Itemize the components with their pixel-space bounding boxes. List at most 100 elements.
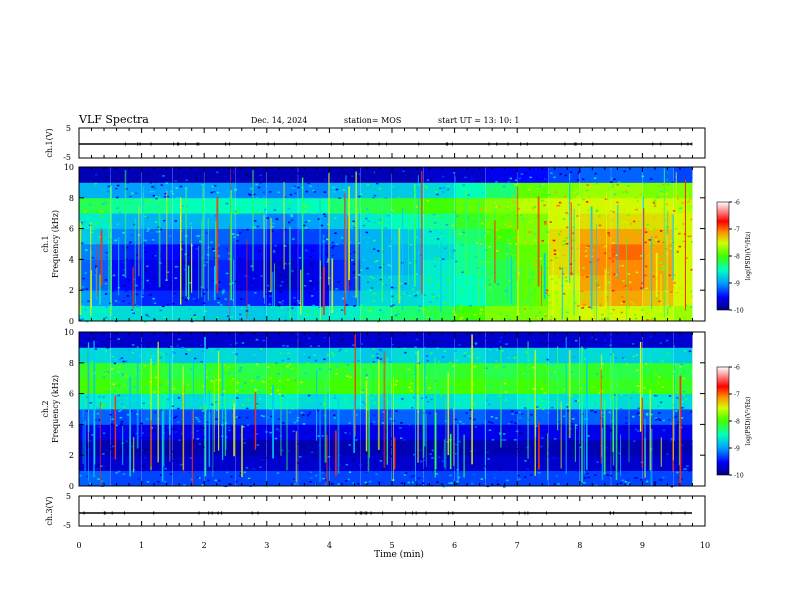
ch2-spectrogram-speckle [345,375,349,377]
ch1-spectrogram-speckle [476,247,480,249]
ch1-spectrogram-speckle [442,187,445,189]
ch2-spectrogram-cell [642,409,674,425]
ch2-spectrogram-sferic [557,346,559,431]
ch1-spectrogram-speckle [104,316,108,319]
ch1-spectrogram-speckle [84,272,87,274]
ch2-spectrogram-sferic [212,391,214,477]
ch1-spectrogram-speckle [181,205,184,207]
ch2-spectrogram-speckle [577,438,580,440]
ch2-spectrogram-speckle [349,376,352,379]
ch1-spectrogram-speckle [549,301,553,304]
ch2-spectrogram-cell [235,424,267,441]
ch1-spectrogram-speckle [485,210,488,213]
ch1-spectrogram-speckle [212,279,215,282]
ch1-spectrogram-speckle [393,287,397,289]
ch2-spectrogram-speckle [454,350,457,352]
ch2-spectrogram-speckle [242,438,245,441]
ch1-spectrogram-speckle [384,197,387,199]
start-time-label: start UT = 13: 10: 1 [438,116,519,125]
ch2-spectrogram-speckle [352,373,356,375]
ch1-spectrogram-speckle [491,174,494,176]
ch2-spectrogram-cell [423,378,455,394]
ch1-spectrogram-cell [642,167,674,183]
ch2-spectrogram-speckle [426,370,430,373]
ch2-spectrogram-speckle [649,361,652,363]
ch2-spectrogram-speckle [296,443,299,445]
ch2-spectrogram-speckle [463,355,466,357]
ch1-spectrogram-speckle [291,260,295,262]
ch1-spectrogram-speckle [609,312,612,315]
ch1-spectrogram-speckle [236,240,239,242]
ch2-spectrogram-speckle [486,451,489,454]
ch1-spectrogram-speckle [144,269,148,272]
ch2-spectrogram-sferic [600,369,602,464]
ch2-spectrogram-speckle [676,337,679,340]
ch1-spectrogram-speckle [550,259,554,262]
ch1-spectrogram-speckle [459,303,462,306]
ch2-spectrogram-cell [611,470,643,487]
ch1-spectrogram-speckle [671,285,674,288]
ch1-spectrogram-cell [204,259,236,276]
ch1-spectrogram-speckle [316,184,320,187]
ch1-spectrogram-speckle [151,186,154,188]
ch1-spectrogram-speckle [159,309,162,312]
ch2-spectrogram-speckle [394,383,397,386]
ch2-spectrogram-sferic [221,362,224,461]
ch2-spectrogram-speckle [345,479,348,482]
ch1-spectrogram-speckle [385,218,389,220]
ch2-spectrogram-speckle [322,476,326,479]
ch1-spectrogram-speckle [611,260,615,263]
ch1-spectrogram-speckle [613,273,616,276]
ch1-spectrogram-speckle [306,250,309,252]
ch2-spectrogram-speckle [87,484,91,487]
ch1-spectrogram-speckle [435,229,438,232]
ch2-spectrogram-speckle [233,345,236,348]
ch1-waveform-ylabel: ch.1(V) [45,128,54,157]
ch1-spectrogram-speckle [254,292,257,294]
ch2-spectrogram-speckle [148,430,151,432]
ch1-spectrogram-speckle [541,183,545,186]
ch1-spectrogram-speckle [423,176,427,179]
ch2-spectrogram-speckle [301,445,305,447]
ch2-spectrogram-speckle [174,431,178,433]
ch2-spectrogram-speckle [135,450,138,452]
ch1-spectrogram-speckle [470,319,473,321]
ch1-spectrogram-speckle [569,197,573,200]
ch1-spectrogram-speckle [489,287,492,289]
ch2-spectrogram-speckle [270,393,274,395]
ch2-spectrogram-speckle [101,341,105,343]
ch2-spectrogram-speckle [562,367,565,370]
ch2-spectrogram-cell [485,470,517,487]
ch2-spectrogram-speckle [342,338,345,340]
ch2-spectrogram-speckle [96,351,99,353]
ch2-spectrogram-speckle [685,378,688,380]
ch3-waveform-ytick-top: 5 [66,492,71,501]
ch1-spectrogram-speckle [467,255,470,257]
ch2-spectrogram-speckle [310,405,313,408]
ch1-spectrogram-speckle [151,255,155,257]
ch1-spectrogram-speckle [351,222,354,225]
ch2-spectrogram-speckle [515,356,519,359]
ch1-spectrogram-speckle [436,193,439,196]
ch1-spectrogram-cell [548,228,580,245]
ch1-spectrogram-speckle [373,248,376,250]
colorbar-tick-label: -6 [734,365,740,372]
ch2-spectrogram-speckle [408,423,411,426]
ch2-spectrogram-speckle [294,483,297,485]
ch1-spectrogram-speckle [85,249,88,251]
ch1-spectrogram-speckle [409,228,412,231]
ch2-spectrogram-speckle [432,340,435,343]
ch2-spectrogram-cell [485,439,517,456]
ch2-spectrogram-speckle [560,456,563,458]
ch1-spectrogram-speckle [620,311,623,314]
ch2-spectrogram-speckle [646,369,649,371]
ch2-spectrogram-speckle [530,385,533,388]
ch2-spectrogram-speckle [601,363,604,366]
ch2-spectrogram-speckle [535,425,538,427]
ch1-spectrogram-sferic [264,208,265,304]
ch1-spectrogram-speckle [476,180,480,182]
ch2-spectrogram-speckle [337,483,340,485]
ch1-spectrogram-speckle [544,221,547,223]
ch2-spectrogram-speckle [544,343,548,346]
ch1-spectrogram-speckle [153,178,156,181]
